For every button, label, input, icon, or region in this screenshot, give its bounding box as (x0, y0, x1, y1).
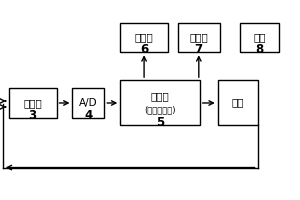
Bar (218, 80, 257, 125)
Bar (9, 88, 56, 118)
Text: 显示器: 显示器 (135, 32, 154, 42)
Text: 4: 4 (84, 109, 92, 122)
Bar (120, 80, 200, 125)
Text: 8: 8 (255, 43, 264, 56)
Text: 6: 6 (140, 43, 148, 56)
Text: (热信号分析): (热信号分析) (144, 105, 176, 114)
Text: 声光: 声光 (253, 32, 266, 42)
Text: 3: 3 (28, 109, 37, 122)
Bar (72, 88, 104, 118)
Bar (120, 23, 168, 52)
Text: 放大器: 放大器 (23, 98, 42, 108)
Text: 计算机: 计算机 (151, 92, 169, 102)
Bar (240, 23, 279, 52)
Text: A/D: A/D (79, 98, 98, 108)
Bar (178, 23, 220, 52)
Text: 5: 5 (156, 116, 164, 129)
Text: 7: 7 (195, 43, 203, 56)
Text: 输出: 输出 (231, 97, 244, 107)
Text: 打印机: 打印机 (189, 32, 208, 42)
